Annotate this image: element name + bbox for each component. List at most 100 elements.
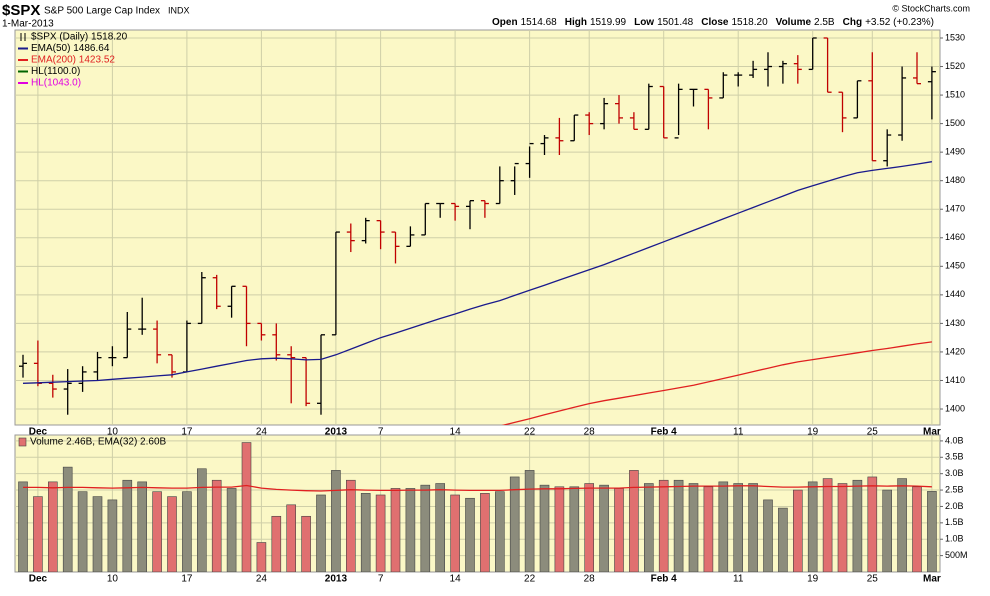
volume-bar: [852, 479, 863, 572]
volume-bar: [450, 494, 460, 572]
x-tick-label: 2013: [325, 574, 348, 585]
volume-bar: [345, 479, 356, 572]
volume-bar: [867, 476, 878, 572]
price-panel: [14, 29, 941, 426]
volume-bar: [792, 489, 803, 572]
quote-label: Low: [634, 17, 654, 28]
volume-bar: [360, 493, 371, 572]
volume-bar: [718, 481, 729, 572]
y-tick-label: 1430: [945, 318, 965, 328]
quote-label: Volume: [776, 17, 812, 28]
volume-bar: [182, 491, 192, 572]
x-tick-label: 7: [378, 574, 384, 585]
volume-bar: [301, 515, 311, 572]
x-tick-label: 22: [524, 574, 536, 585]
x-tick-label: 2013: [325, 427, 348, 438]
x-tick-label: 28: [584, 574, 596, 585]
quote-value: 1514.68: [521, 17, 558, 28]
volume-bar: [241, 442, 252, 572]
y-tick-label: 4.0B: [945, 435, 964, 445]
volume-plot: [15, 435, 940, 572]
volume-bar: [33, 496, 43, 572]
y-tick-label: 1400: [945, 403, 965, 413]
quote-value: 1519.99: [590, 17, 627, 28]
quote-value: +3.52 (+0.23%): [865, 17, 934, 28]
date: 1-Mar-2013: [2, 19, 54, 30]
volume-bar: [137, 481, 147, 572]
volume-bar: [524, 470, 535, 572]
volume-bar: [480, 493, 490, 572]
volume-bar: [688, 483, 699, 572]
volume-bar: [554, 486, 565, 572]
x-tick-label: Feb 4: [651, 574, 678, 585]
volume-bar: [316, 494, 326, 572]
y-tick-label: 500M: [945, 550, 968, 560]
volume-bar: [271, 515, 282, 572]
x-tick-label: 17: [181, 574, 193, 585]
volume-bar: [122, 479, 133, 572]
volume-bar: [629, 470, 639, 572]
volume-bar: [167, 496, 177, 572]
x-tick-label: 28: [584, 427, 596, 438]
volume-bar: [197, 468, 207, 572]
volume-bar: [778, 507, 788, 572]
volume-bar: [614, 488, 624, 572]
quote-value: 2.5B: [814, 17, 835, 28]
volume-bar: [882, 489, 893, 572]
y-tick-label: 1530: [945, 32, 965, 42]
volume-bar: [584, 483, 595, 572]
volume-bar: [897, 478, 907, 572]
y-tick-label: 1410: [945, 375, 965, 385]
volume-bar: [286, 504, 297, 572]
y-tick-label: 1520: [945, 61, 965, 71]
volume-bar: [733, 483, 744, 572]
y-tick-label: 2.0B: [945, 501, 964, 511]
volume-bar: [256, 542, 267, 572]
volume-bar: [807, 481, 818, 572]
x-tick-label: 25: [867, 574, 879, 585]
y-tick-label: 1.0B: [945, 534, 964, 544]
volume-bar: [509, 476, 520, 572]
volume-bar: [435, 483, 446, 572]
volume-bar: [927, 491, 937, 572]
volume-bar: [599, 484, 609, 572]
quote-label: Close: [701, 17, 729, 28]
y-tick-label: 1.5B: [945, 517, 964, 527]
y-tick-label: 1420: [945, 346, 965, 356]
indicator-line: [22, 161, 933, 384]
volume-bar: [822, 478, 833, 572]
x-tick-label: Dec: [29, 427, 48, 438]
price-plot: [15, 30, 940, 425]
x-tick-label: Feb 4: [651, 427, 678, 438]
y-tick-label: 1440: [945, 289, 965, 299]
x-tick-label: Dec: [29, 574, 48, 585]
y-tick-label: 1470: [945, 204, 965, 214]
x-tick-label: 11: [733, 574, 744, 585]
volume-bar: [569, 486, 580, 572]
y-tick-label: 1510: [945, 89, 965, 99]
y-tick-label: 3.5B: [945, 452, 964, 462]
volume-bar: [77, 491, 88, 572]
index-name: S&P 500 Large Cap Index: [44, 6, 160, 17]
volume-bar: [92, 496, 103, 572]
x-tick-label: 25: [867, 427, 879, 438]
quote-label: High: [565, 17, 587, 28]
y-tick-label: 1460: [945, 232, 965, 242]
legend-icon: [18, 437, 27, 447]
x-tick-label: 7: [378, 427, 384, 438]
x-tick-label: Mar: [923, 427, 941, 438]
volume-bar: [763, 499, 773, 572]
indicator-line: [23, 484, 932, 492]
x-tick-label: Mar: [923, 574, 941, 585]
x-tick-label: 10: [107, 574, 119, 585]
volume-bar: [331, 470, 341, 572]
volume-bar: [673, 479, 684, 572]
y-tick-label: 1480: [945, 175, 965, 185]
volume-bar: [912, 486, 922, 572]
volume-bar: [643, 483, 654, 572]
volume-bar: [211, 479, 222, 572]
volume-bar: [47, 481, 58, 572]
indicator-line: [501, 341, 932, 425]
quote-label: Chg: [843, 17, 862, 28]
